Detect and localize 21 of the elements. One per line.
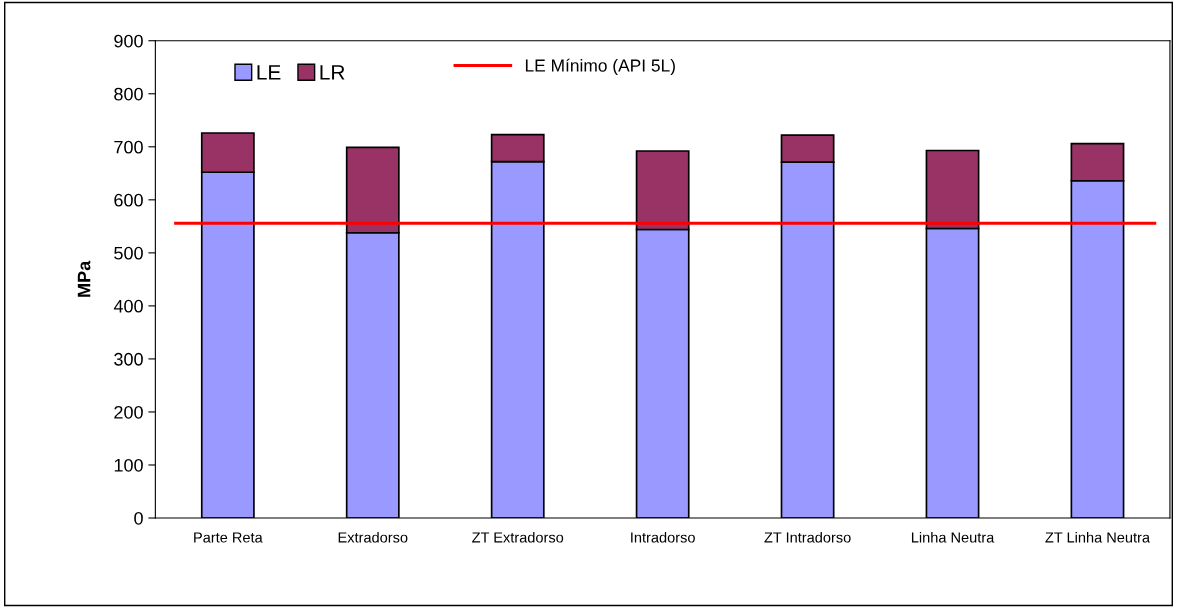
y-tick-label: 100 xyxy=(114,458,143,472)
x-tick-label: Linha Neutra xyxy=(911,531,995,543)
y-tick-label: 800 xyxy=(114,87,143,101)
y-tick-label: 900 xyxy=(114,34,143,48)
x-tick-label: ZT Intradorso xyxy=(764,531,851,543)
x-tick-label: Extradorso xyxy=(338,531,408,543)
y-axis-title: MPa xyxy=(77,260,91,297)
y-tick-label: 500 xyxy=(114,246,143,260)
y-tick-label: 200 xyxy=(114,405,143,419)
y-tick-label: 300 xyxy=(114,352,143,366)
x-tick-label: Intradorso xyxy=(631,531,695,543)
legend-label: LE xyxy=(257,65,281,80)
x-tick-label: ZT Linha Neutra xyxy=(1045,531,1151,543)
y-tick-label: 600 xyxy=(114,193,143,207)
y-tick-label: 700 xyxy=(114,140,143,154)
x-tick-label: Parte Reta xyxy=(194,532,263,543)
y-tick-label: 400 xyxy=(113,299,143,313)
legend-label: LE Mínimo (API 5L) xyxy=(525,58,675,76)
y-tick-label: 0 xyxy=(134,511,143,525)
x-tick-label: ZT Extradorso xyxy=(472,531,564,543)
legend-label: LR xyxy=(320,65,345,80)
